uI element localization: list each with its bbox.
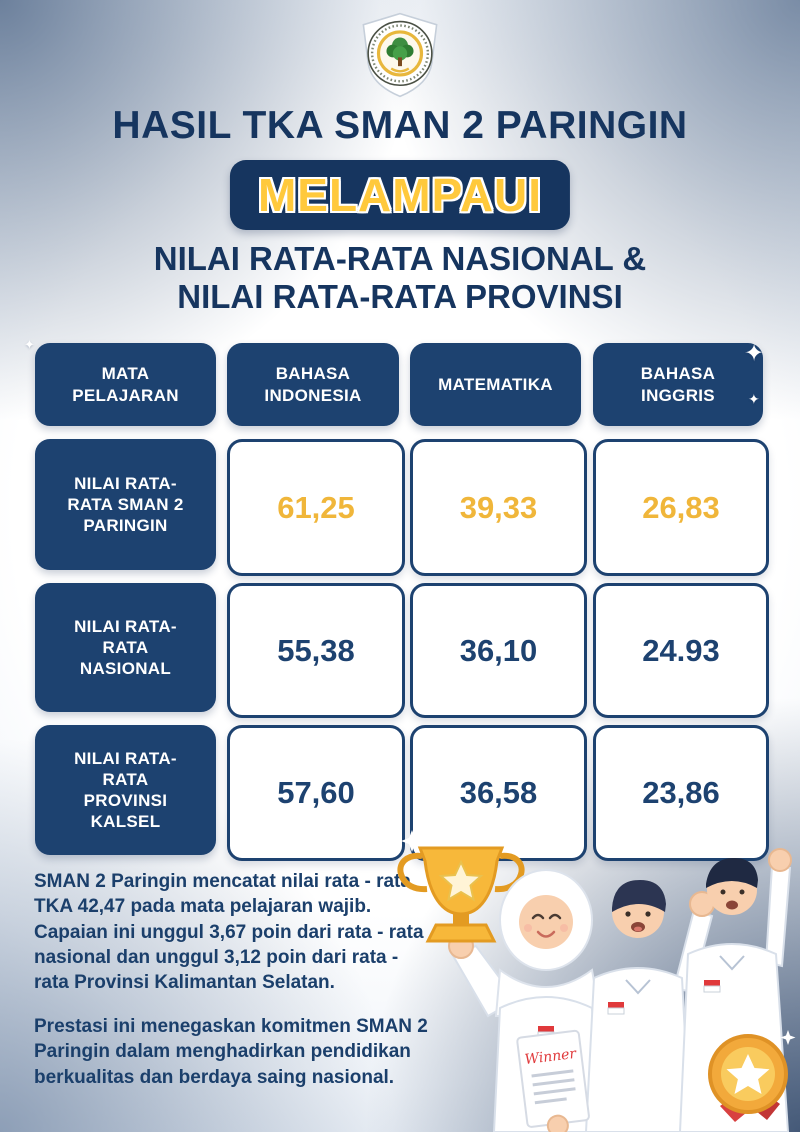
table-value-sman2-bindo: 61,25: [227, 439, 405, 576]
winner-certificate: Winner: [516, 1029, 590, 1132]
table-row-label-provinsi: NILAI RATA- RATA PROVINSI KALSEL: [35, 725, 216, 855]
table-header-bahasa-inggris: BAHASA INGGRIS: [593, 343, 763, 426]
table-value-nasional-matematika: 36,10: [410, 583, 587, 718]
table-row-label-sman2: NILAI RATA- RATA SMAN 2 PARINGIN: [35, 439, 216, 570]
table-header-matematika: MATEMATIKA: [410, 343, 581, 426]
sparkle-icon: ✦: [748, 391, 760, 407]
school-logo-icon: [362, 12, 438, 98]
flag-badge: [608, 1002, 624, 1008]
highlight-badge: MELAMPAUI: [229, 160, 571, 230]
table-value-nasional-binggris: 24.93: [593, 583, 769, 718]
table-value-sman2-binggris: 26,83: [593, 439, 769, 576]
table-value-sman2-matematika: 39,33: [410, 439, 587, 576]
table-row-label-nasional: NILAI RATA- RATA NASIONAL: [35, 583, 216, 712]
table-header-bahasa-indonesia: BAHASA INDONESIA: [227, 343, 399, 426]
flag-badge: [704, 980, 720, 986]
sparkle-icon: ✦: [24, 337, 35, 352]
table-value-nasional-bindo: 55,38: [227, 583, 405, 718]
sparkle-icon: ✦: [744, 340, 765, 367]
poster-subtitle: NILAI RATA-RATA NASIONAL & NILAI RATA-RA…: [153, 240, 647, 316]
students-celebration-illustration: Winner: [397, 830, 796, 1132]
flag-badge: [538, 1026, 554, 1032]
poster-title: HASIL TKA SMAN 2 PARINGIN: [112, 104, 688, 147]
table-header-mata-pelajaran: MATA PELAJARAN: [35, 343, 216, 426]
